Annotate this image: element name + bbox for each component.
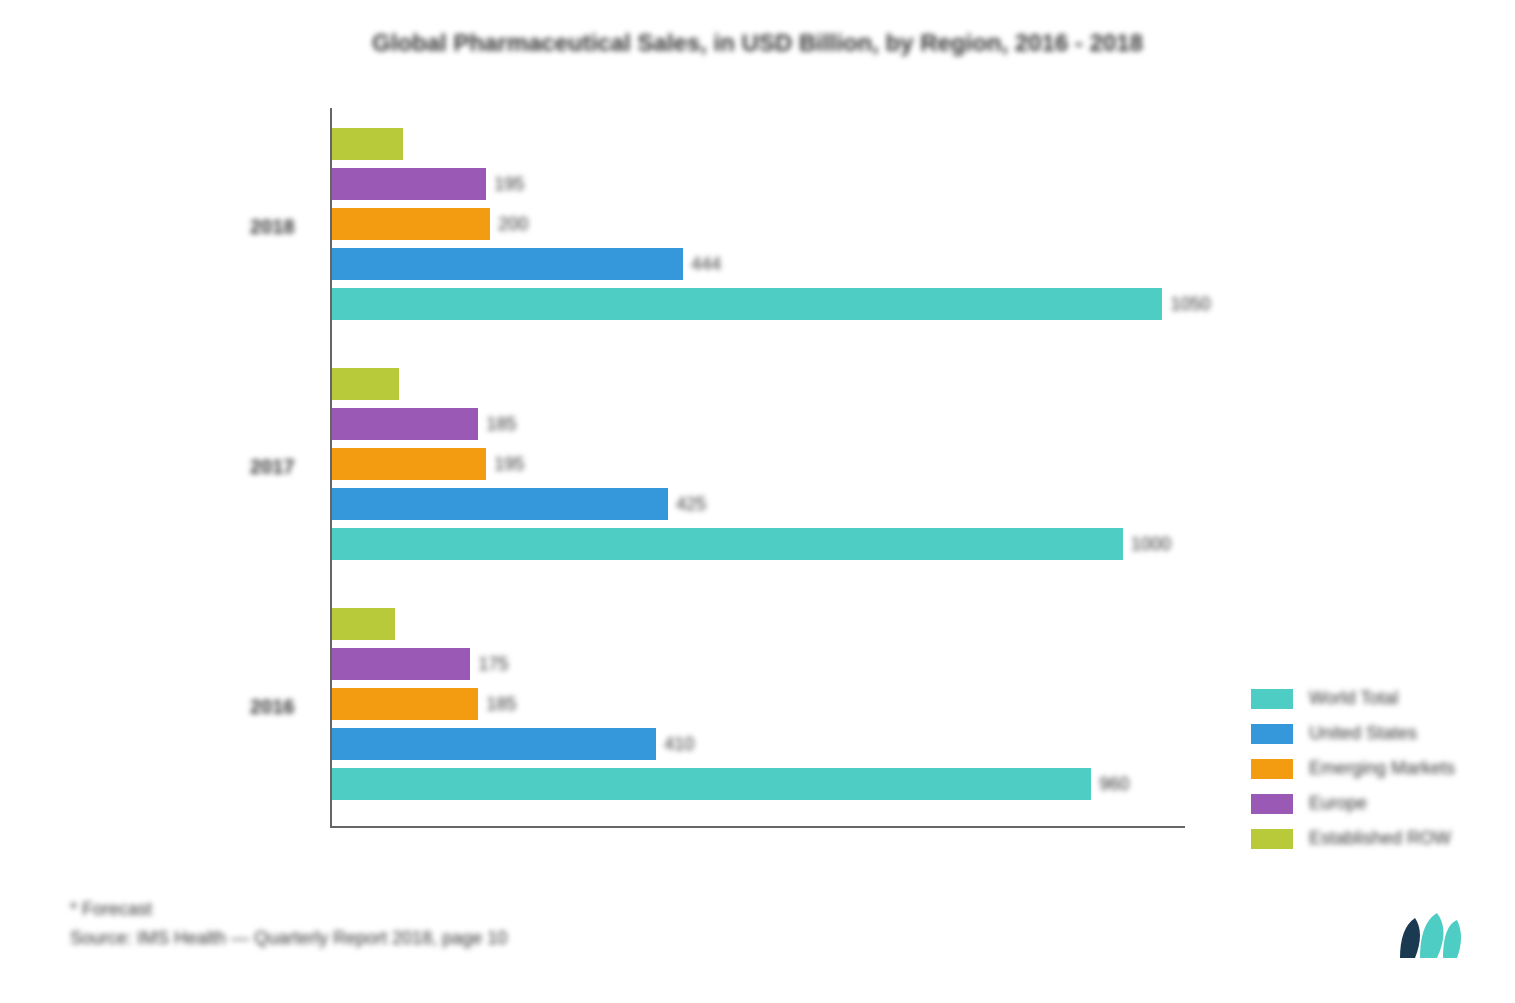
footnote-line1: * Forecast <box>70 895 507 924</box>
bar-value-label: 1050 <box>1170 288 1210 320</box>
bar-value-label: 960 <box>1099 768 1129 800</box>
legend-item: Established ROW <box>1251 828 1455 849</box>
chart-title: Global Pharmaceutical Sales, in USD Bill… <box>50 30 1465 58</box>
legend-label: Emerging Markets <box>1309 758 1455 779</box>
bar: 195 <box>332 448 486 480</box>
legend-label: Europe <box>1309 793 1367 814</box>
bar <box>332 368 399 400</box>
bar-value-label: 175 <box>478 648 508 680</box>
bar: 425 <box>332 488 668 520</box>
legend-item: World Total <box>1251 688 1455 709</box>
bar: 1000 <box>332 528 1123 560</box>
year-label: 2018 <box>250 217 295 240</box>
legend-swatch <box>1251 689 1293 709</box>
bar-value-label: 410 <box>664 728 694 760</box>
bar-value-label: 1000 <box>1131 528 1171 560</box>
bar: 444 <box>332 248 683 280</box>
bar-value-label: 444 <box>691 248 721 280</box>
year-group: 20171851954251000 <box>330 368 1185 568</box>
legend-label: World Total <box>1309 688 1398 709</box>
legend-swatch <box>1251 829 1293 849</box>
bar: 195 <box>332 168 486 200</box>
bar <box>332 608 395 640</box>
bar-value-label: 195 <box>494 448 524 480</box>
bar-value-label: 195 <box>494 168 524 200</box>
bar: 175 <box>332 648 470 680</box>
bar: 185 <box>332 408 478 440</box>
legend-label: United States <box>1309 723 1417 744</box>
year-label: 2017 <box>250 457 295 480</box>
year-label: 2016 <box>250 697 295 720</box>
bar-value-label: 185 <box>486 688 516 720</box>
bar <box>332 128 403 160</box>
legend: World Total United States Emerging Markets… <box>1251 688 1455 863</box>
legend-item: Europe <box>1251 793 1455 814</box>
bar: 410 <box>332 728 656 760</box>
bar: 200 <box>332 208 490 240</box>
bar-value-label: 200 <box>498 208 528 240</box>
bar-value-label: 185 <box>486 408 516 440</box>
year-group: 2016175185410960 <box>330 608 1185 808</box>
brand-logo <box>1395 908 1465 963</box>
legend-label: Established ROW <box>1309 828 1451 849</box>
bar: 960 <box>332 768 1091 800</box>
bar: 185 <box>332 688 478 720</box>
chart-plot-area: 2018195200444105020171851954251000201617… <box>330 108 1185 828</box>
footnote-line2: Source: IMS Health — Quarterly Report 20… <box>70 924 507 953</box>
x-axis <box>330 826 1185 828</box>
bar-value-label: 425 <box>676 488 706 520</box>
year-group: 20181952004441050 <box>330 128 1185 328</box>
legend-item: Emerging Markets <box>1251 758 1455 779</box>
legend-item: United States <box>1251 723 1455 744</box>
bar: 1050 <box>332 288 1162 320</box>
legend-swatch <box>1251 794 1293 814</box>
legend-swatch <box>1251 724 1293 744</box>
legend-swatch <box>1251 759 1293 779</box>
chart-footnote: * Forecast Source: IMS Health — Quarterl… <box>70 895 507 953</box>
